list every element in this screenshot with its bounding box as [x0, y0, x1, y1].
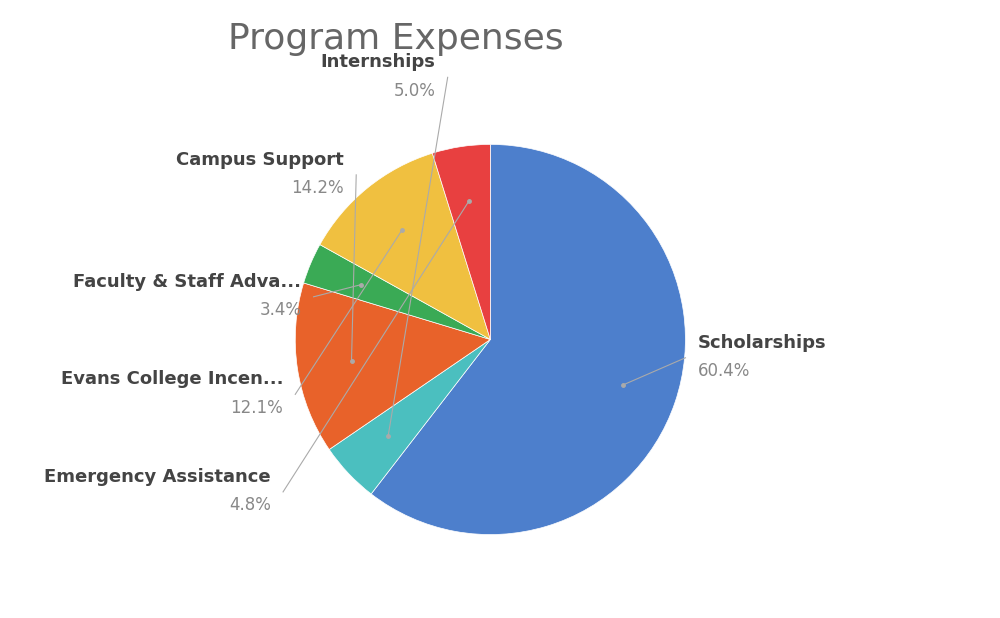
Text: Scholarships: Scholarships: [698, 334, 826, 352]
Wedge shape: [432, 145, 490, 339]
Wedge shape: [304, 245, 490, 339]
Wedge shape: [371, 145, 685, 535]
Wedge shape: [329, 339, 490, 494]
Text: 12.1%: 12.1%: [230, 399, 283, 417]
Wedge shape: [295, 283, 490, 449]
Text: Internships: Internships: [321, 53, 435, 71]
Text: Program Expenses: Program Expenses: [228, 22, 564, 56]
Text: 3.4%: 3.4%: [259, 301, 301, 320]
Wedge shape: [320, 153, 490, 339]
Text: 5.0%: 5.0%: [394, 82, 435, 99]
Text: 4.8%: 4.8%: [229, 496, 271, 514]
Text: 14.2%: 14.2%: [291, 179, 344, 197]
Text: Campus Support: Campus Support: [176, 151, 344, 169]
Text: Emergency Assistance: Emergency Assistance: [44, 468, 271, 486]
Text: 60.4%: 60.4%: [698, 362, 750, 380]
Text: Faculty & Staff Adva...: Faculty & Staff Adva...: [73, 273, 301, 290]
Text: Evans College Incen...: Evans College Incen...: [61, 370, 283, 388]
